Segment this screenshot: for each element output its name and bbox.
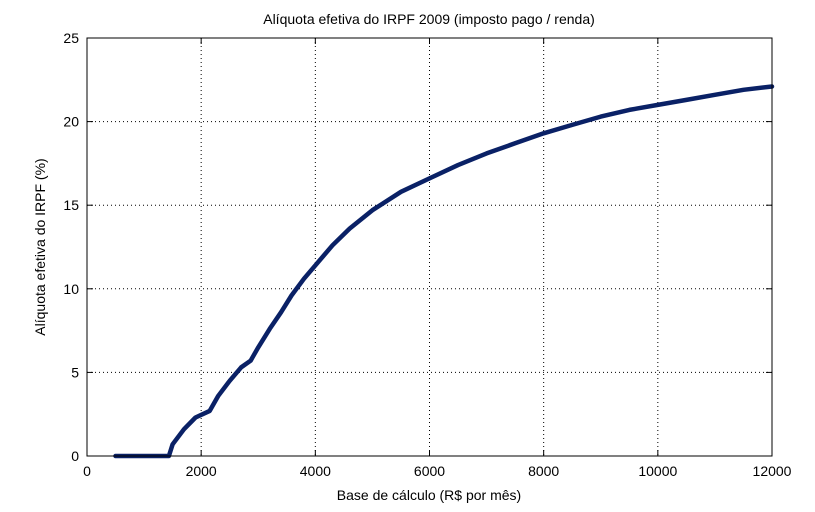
x-tick-label: 12000 <box>753 463 792 479</box>
axis-ticks: 0 2000 4000 6000 8000 10000 12000 0 5 10 15 20 25 <box>63 30 791 479</box>
x-tick-label: 8000 <box>528 463 559 479</box>
x-axis-label: Base de cálculo (R$ por mês) <box>337 487 521 503</box>
x-tick-label: 6000 <box>414 463 445 479</box>
chart-title: Alíquota efetiva do IRPF 2009 (imposto p… <box>263 11 595 27</box>
y-tick-label: 5 <box>71 364 79 380</box>
x-tick-label: 4000 <box>300 463 331 479</box>
x-tick-label: 10000 <box>638 463 677 479</box>
series-line <box>113 84 775 459</box>
y-tick-label: 25 <box>63 30 79 46</box>
y-tick-label: 20 <box>63 114 79 130</box>
x-tick-label: 2000 <box>186 463 217 479</box>
y-axis-label: Alíquota efetiva do IRPF (%) <box>32 158 48 335</box>
plot-frame <box>86 37 773 457</box>
grid <box>87 38 772 456</box>
y-tick-label: 15 <box>63 197 79 213</box>
x-tick-label: 0 <box>83 463 91 479</box>
y-tick-label: 10 <box>63 281 79 297</box>
y-tick-label: 0 <box>71 448 79 464</box>
